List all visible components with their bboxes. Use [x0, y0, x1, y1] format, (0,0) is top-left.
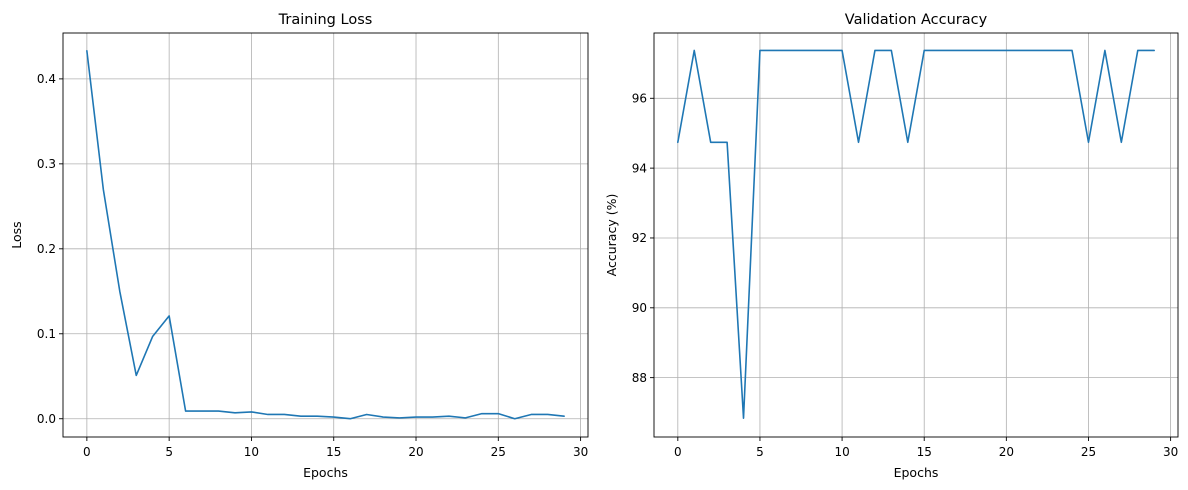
training-loss-x-tick-label: 20 — [408, 445, 423, 459]
training-loss-x-tick-label: 30 — [573, 445, 588, 459]
validation-accuracy-y-tick-label: 96 — [632, 91, 647, 105]
validation-accuracy-y-tick-label: 88 — [632, 371, 647, 385]
training-loss-y-tick-label: 0.2 — [37, 242, 56, 256]
training-loss-panel: 0 5 10 15 20 25 30 0.0 0.1 0.2 0.3 0.4 Training Los… — [9, 12, 589, 480]
training-loss-x-tick-label: 5 — [165, 445, 173, 459]
validation-accuracy-x-tick-label: 20 — [999, 445, 1014, 459]
training-loss-y-tick-label: 0.0 — [37, 412, 56, 426]
training-loss-y-tick-label: 0.3 — [37, 157, 56, 171]
training-loss-y-tick-label: 0.4 — [37, 72, 56, 86]
validation-accuracy-line — [677, 49, 1155, 419]
training-loss-ticks: 0 5 10 15 20 25 30 0.0 0.1 0.2 0.3 0.4 — [37, 72, 588, 459]
training-loss-y-tick-label: 0.1 — [37, 327, 56, 341]
validation-accuracy-x-tick-label: 15 — [917, 445, 932, 459]
training-loss-y-label: Loss — [9, 221, 24, 248]
validation-accuracy-y-tick-label: 94 — [632, 161, 647, 175]
validation-accuracy-title: Validation Accuracy — [845, 12, 988, 28]
training-loss-axes-frame — [62, 32, 589, 438]
validation-accuracy-grid — [654, 33, 1178, 437]
validation-accuracy-x-tick-label: 25 — [1081, 445, 1096, 459]
training-loss-title: Training Loss — [278, 12, 373, 28]
validation-accuracy-x-tick-label: 30 — [1163, 445, 1178, 459]
validation-accuracy-x-tick-label: 10 — [834, 445, 849, 459]
training-loss-x-tick-label: 15 — [326, 445, 341, 459]
validation-accuracy-y-tick-label: 92 — [632, 231, 647, 245]
training-loss-x-tick-label: 10 — [244, 445, 259, 459]
training-loss-line — [86, 50, 565, 420]
training-loss-grid — [63, 33, 588, 437]
training-loss-x-tick-label: 25 — [491, 445, 506, 459]
training-loss-x-tick-label: 0 — [83, 445, 91, 459]
training-loss-x-label: Epochs — [303, 465, 348, 480]
validation-accuracy-ticks: 0 5 10 15 20 25 30 88 90 92 94 96 — [632, 91, 1179, 459]
validation-accuracy-axes-frame — [653, 32, 1179, 438]
validation-accuracy-y-label: Accuracy (%) — [604, 194, 619, 277]
validation-accuracy-y-tick-label: 90 — [632, 301, 647, 315]
validation-accuracy-x-tick-label: 5 — [756, 445, 764, 459]
validation-accuracy-panel: 0 5 10 15 20 25 30 88 90 92 94 96 Validation Accura… — [604, 12, 1179, 480]
validation-accuracy-x-label: Epochs — [894, 465, 939, 480]
validation-accuracy-x-tick-label: 0 — [674, 445, 682, 459]
